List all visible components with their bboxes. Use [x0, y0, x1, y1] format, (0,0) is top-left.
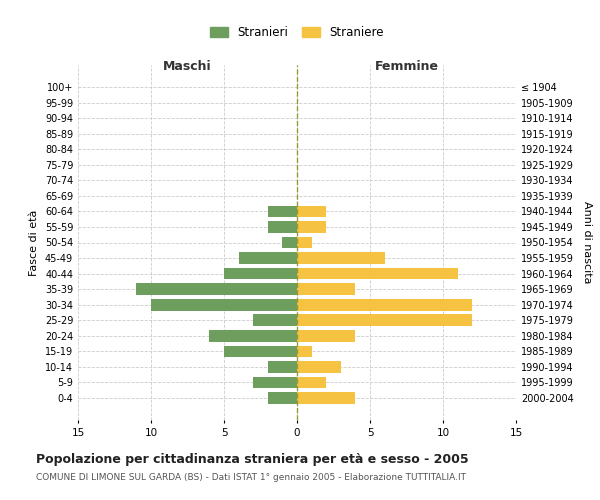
- Bar: [297, 268, 458, 280]
- Y-axis label: Fasce di età: Fasce di età: [29, 210, 39, 276]
- Bar: [239, 252, 297, 264]
- Bar: [253, 376, 297, 388]
- Bar: [297, 376, 326, 388]
- Bar: [297, 252, 385, 264]
- Bar: [268, 206, 297, 217]
- Bar: [224, 346, 297, 357]
- Bar: [297, 361, 341, 373]
- Text: Femmine: Femmine: [374, 60, 439, 73]
- Bar: [297, 236, 311, 248]
- Bar: [136, 284, 297, 295]
- Legend: Stranieri, Straniere: Stranieri, Straniere: [205, 21, 389, 44]
- Text: COMUNE DI LIMONE SUL GARDA (BS) - Dati ISTAT 1° gennaio 2005 - Elaborazione TUTT: COMUNE DI LIMONE SUL GARDA (BS) - Dati I…: [36, 472, 466, 482]
- Bar: [297, 314, 472, 326]
- Y-axis label: Anni di nascita: Anni di nascita: [582, 201, 592, 284]
- Bar: [224, 268, 297, 280]
- Bar: [268, 221, 297, 233]
- Bar: [297, 284, 355, 295]
- Bar: [297, 392, 355, 404]
- Bar: [297, 299, 472, 310]
- Text: Popolazione per cittadinanza straniera per età e sesso - 2005: Popolazione per cittadinanza straniera p…: [36, 452, 469, 466]
- Bar: [283, 236, 297, 248]
- Bar: [209, 330, 297, 342]
- Text: Maschi: Maschi: [163, 60, 212, 73]
- Bar: [297, 330, 355, 342]
- Bar: [297, 221, 326, 233]
- Bar: [253, 314, 297, 326]
- Bar: [297, 206, 326, 217]
- Bar: [268, 392, 297, 404]
- Bar: [151, 299, 297, 310]
- Bar: [297, 346, 311, 357]
- Bar: [268, 361, 297, 373]
